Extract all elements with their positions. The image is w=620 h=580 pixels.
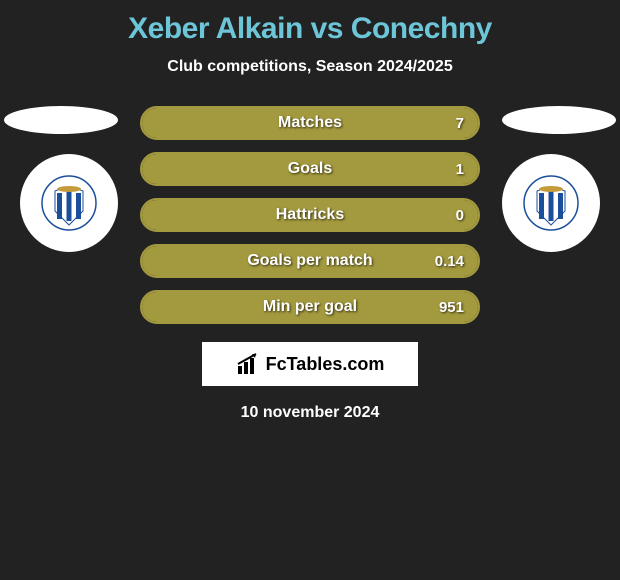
stat-value: 0.14 — [435, 246, 464, 276]
footer-brand-text: FcTables.com — [266, 354, 385, 375]
comparison-chart: Matches 7 Goals 1 Hattricks 0 Goals per … — [0, 106, 620, 324]
bar-chart-icon — [236, 352, 260, 376]
stat-row: Goals per match 0.14 — [140, 244, 480, 278]
stat-row: Matches 7 — [140, 106, 480, 140]
stat-value: 1 — [456, 154, 464, 184]
stat-bars: Matches 7 Goals 1 Hattricks 0 Goals per … — [140, 106, 480, 324]
subtitle: Club competitions, Season 2024/2025 — [0, 58, 620, 76]
fctables-logo: FcTables.com — [202, 342, 418, 386]
stat-label: Hattricks — [142, 200, 478, 230]
alaves-crest-icon — [41, 175, 97, 231]
stat-row: Min per goal 951 — [140, 290, 480, 324]
date: 10 november 2024 — [0, 404, 620, 422]
club-badge-right — [502, 154, 600, 252]
stat-label: Goals per match — [142, 246, 478, 276]
alaves-crest-icon — [523, 175, 579, 231]
stat-value: 951 — [439, 292, 464, 322]
stat-row: Goals 1 — [140, 152, 480, 186]
stat-value: 7 — [456, 108, 464, 138]
page-title: Xeber Alkain vs Conechny — [0, 0, 620, 46]
player-photo-right — [502, 106, 616, 134]
club-badge-left — [20, 154, 118, 252]
stat-label: Min per goal — [142, 292, 478, 322]
player-photo-left — [4, 106, 118, 134]
stat-label: Goals — [142, 154, 478, 184]
stat-row: Hattricks 0 — [140, 198, 480, 232]
stat-label: Matches — [142, 108, 478, 138]
stat-value: 0 — [456, 200, 464, 230]
